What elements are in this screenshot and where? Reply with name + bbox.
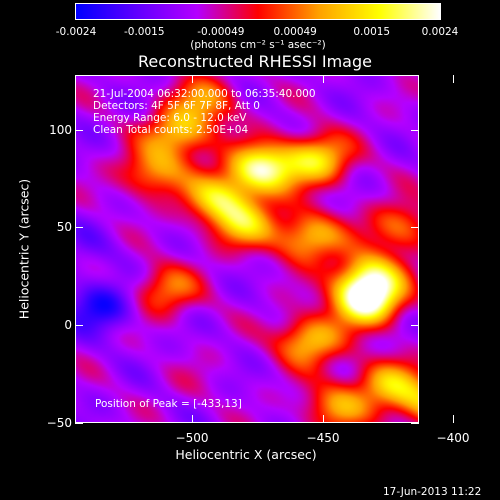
y-tick-mark — [75, 423, 83, 424]
x-tick-mark-top — [323, 75, 324, 83]
y-tick-label: −50 — [46, 416, 72, 430]
plot-frame — [75, 75, 419, 423]
y-tick-mark — [75, 130, 83, 131]
x-tick-mark-top — [453, 75, 454, 83]
colorbar-tick-label: 0.00049 — [273, 26, 317, 38]
y-tick-mark — [75, 227, 83, 228]
x-tick-mark-top — [192, 75, 193, 83]
colorbar-tick-label: 0.0015 — [353, 26, 391, 38]
x-tick-mark — [192, 415, 193, 423]
annotation-time-range: 21-Jul-2004 06:32:00.000 to 06:35:40.000 — [93, 88, 316, 100]
y-axis-label: Heliocentric Y (arcsec) — [16, 178, 32, 320]
plot-area — [75, 75, 419, 423]
y-tick-mark-right — [411, 423, 419, 424]
colorbar-tick-label: -0.0015 — [123, 26, 165, 38]
x-tick-label: −450 — [306, 431, 340, 445]
colorbar-gradient — [76, 4, 440, 19]
colorbar-unit-label: (photons cm⁻² s⁻¹ asec⁻²) — [190, 39, 326, 51]
colorbar-tick-label: -0.0024 — [55, 26, 97, 38]
x-tick-label: −500 — [175, 431, 209, 445]
colorbar — [75, 3, 441, 20]
y-tick-mark — [75, 325, 83, 326]
x-tick-mark — [453, 415, 454, 423]
annotation-energy-range: Energy Range: 6.0 - 12.0 keV — [93, 112, 247, 124]
colorbar-tick-label: 0.0024 — [421, 26, 459, 38]
y-tick-label: 0 — [64, 318, 72, 332]
y-tick-label: 50 — [56, 220, 72, 234]
footer-date: 17-Jun-2013 11:22 — [383, 486, 482, 498]
y-tick-mark-right — [411, 130, 419, 131]
annotation-peak-position: Position of Peak = [-433,13] — [95, 398, 242, 410]
x-tick-mark — [323, 415, 324, 423]
x-tick-label: −400 — [436, 431, 470, 445]
annotation-detectors: Detectors: 4F 5F 6F 7F 8F, Att 0 — [93, 100, 260, 112]
y-tick-mark-right — [411, 325, 419, 326]
annotation-method-counts: Clean Total counts: 2.50E+04 — [93, 124, 249, 136]
chart-title: Reconstructed RHESSI Image — [138, 52, 372, 71]
colorbar-tick-label: -0.00049 — [197, 26, 245, 38]
x-axis-label: Heliocentric X (arcsec) — [175, 447, 317, 462]
heatmap-image — [75, 75, 419, 423]
y-tick-label: 100 — [49, 123, 72, 137]
y-tick-mark-right — [411, 227, 419, 228]
